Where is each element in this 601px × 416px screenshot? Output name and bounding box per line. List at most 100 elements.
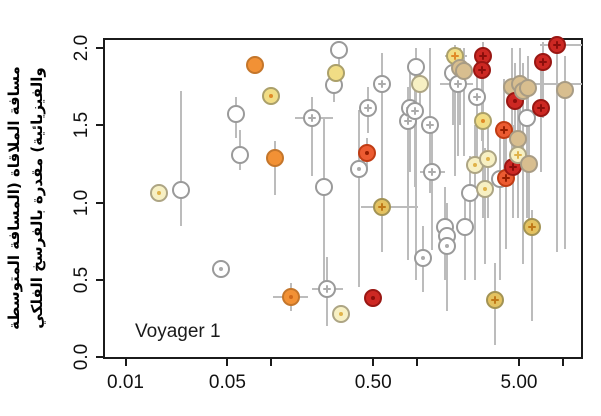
x-axis-tick xyxy=(518,359,520,366)
plus-mark xyxy=(366,104,369,113)
plus-mark xyxy=(542,57,545,66)
error-bar-vertical xyxy=(462,48,465,157)
error-bar-vertical xyxy=(431,123,434,251)
error-bar-vertical xyxy=(419,71,422,118)
plus-mark xyxy=(493,295,496,304)
plus-mark xyxy=(454,51,457,60)
data-point xyxy=(556,80,575,99)
data-point xyxy=(373,74,392,93)
plus-mark xyxy=(516,150,519,159)
data-point xyxy=(522,218,541,237)
y-axis-tick xyxy=(96,278,103,281)
plus-mark xyxy=(502,125,505,134)
error-bar-vertical xyxy=(358,109,361,288)
y-axis-label-line2: والفيزيائية) مقدرة بالفرسخ الفلكي xyxy=(28,67,46,329)
error-bar-vertical xyxy=(564,55,567,249)
data-point xyxy=(171,181,190,200)
y-axis-tick xyxy=(96,124,103,127)
dot-mark xyxy=(371,296,376,301)
x-axis-tick-label: 0.05 xyxy=(208,372,246,393)
dot-mark xyxy=(218,266,223,271)
dot-mark xyxy=(444,243,449,248)
plus-mark xyxy=(481,65,484,74)
data-point xyxy=(282,287,301,306)
dot-mark xyxy=(421,256,426,261)
plus-mark xyxy=(481,51,484,60)
dot-mark xyxy=(512,98,517,103)
dot-mark xyxy=(485,157,490,162)
data-point xyxy=(315,178,334,197)
y-axis-tick-label: 0.0 xyxy=(71,343,92,371)
data-point xyxy=(420,116,439,135)
dot-mark xyxy=(364,151,369,156)
error-bar-horizontal xyxy=(507,82,582,85)
error-bar-vertical xyxy=(504,125,507,249)
y-axis-tick-label: 2.0 xyxy=(71,34,92,62)
error-bar-vertical xyxy=(528,125,531,226)
error-bar-vertical xyxy=(540,63,543,172)
error-bar-vertical xyxy=(473,125,476,280)
data-point xyxy=(245,55,264,74)
x-axis-tick xyxy=(226,359,229,366)
data-point xyxy=(265,148,284,167)
x-axis-tick xyxy=(270,359,273,366)
data-point xyxy=(494,120,513,139)
data-point xyxy=(455,218,474,237)
error-bar-vertical xyxy=(310,97,313,177)
y-axis-tick-label: 1.5 xyxy=(71,112,92,139)
error-bar-vertical xyxy=(179,91,182,226)
dot-mark xyxy=(338,311,343,316)
dot-mark xyxy=(482,186,487,191)
plus-mark xyxy=(381,79,384,88)
y-axis-tick xyxy=(96,47,103,49)
error-bar-vertical xyxy=(454,44,457,177)
dot-mark xyxy=(157,191,162,196)
x-axis-tick xyxy=(124,359,127,366)
plus-mark xyxy=(530,223,533,232)
error-bar-vertical xyxy=(555,40,558,252)
plus-mark xyxy=(414,107,417,116)
plus-mark xyxy=(406,116,409,125)
error-bar-vertical xyxy=(483,148,486,265)
data-point xyxy=(262,86,281,105)
data-point xyxy=(534,52,553,71)
y-axis-tick xyxy=(96,356,103,358)
data-point xyxy=(519,79,538,98)
error-bar-vertical xyxy=(481,78,484,218)
error-bar-vertical xyxy=(414,71,417,188)
x-axis-tick xyxy=(372,359,375,366)
x-axis-tick-label: 5.00 xyxy=(500,372,538,393)
data-point xyxy=(406,102,425,121)
data-point xyxy=(475,179,494,198)
dot-mark xyxy=(472,163,477,168)
x-axis-tick-label: 0.50 xyxy=(354,372,392,393)
data-point xyxy=(485,290,504,309)
error-bar-vertical xyxy=(527,55,530,157)
data-point xyxy=(407,57,426,76)
y-axis-label-line1: مسافة الملاقاة (المسافة المتوسطة xyxy=(5,66,23,330)
plus-mark xyxy=(456,79,459,88)
annotation-voyager-1: Voyager 1 xyxy=(135,321,221,342)
error-bar-vertical xyxy=(323,117,326,288)
dot-mark xyxy=(289,294,294,299)
x-axis-tick xyxy=(416,359,419,366)
data-point xyxy=(520,154,539,173)
data-point xyxy=(327,63,346,82)
error-bar-vertical xyxy=(381,52,384,211)
dot-mark xyxy=(357,166,362,171)
data-point xyxy=(454,62,473,81)
data-point xyxy=(226,105,245,124)
error-bar-vertical xyxy=(415,48,418,280)
data-point xyxy=(329,40,348,59)
plus-mark xyxy=(512,162,515,171)
data-point xyxy=(517,108,536,127)
data-point xyxy=(423,162,442,181)
error-bar-vertical xyxy=(381,188,384,252)
y-axis-label: مسافة الملاقاة (المسافة المتوسطة والفيزي… xyxy=(3,0,51,398)
data-point xyxy=(467,88,486,107)
data-point xyxy=(473,60,492,79)
error-bar-vertical xyxy=(525,78,528,218)
x-axis-tick-label: 0.01 xyxy=(107,372,144,393)
data-point xyxy=(317,280,336,299)
